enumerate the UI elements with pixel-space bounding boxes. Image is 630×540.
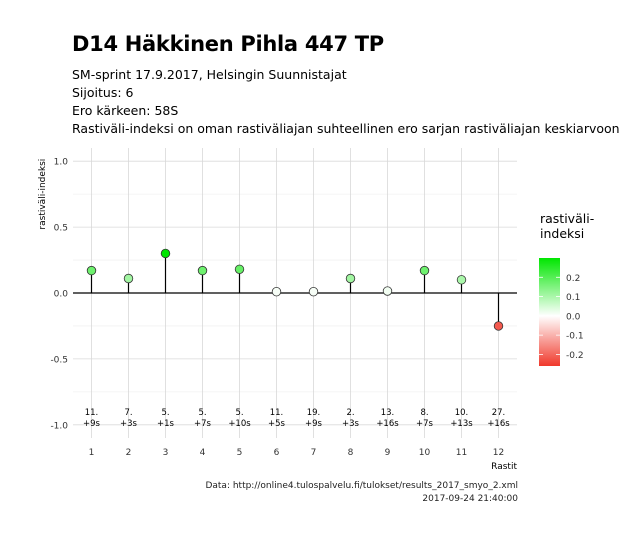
legend-title-line1: rastiväli-: [540, 211, 595, 226]
x-tick-label: 11: [456, 448, 467, 458]
data-source-caption: Data: http://online4.tulospalvelu.fi/tul…: [205, 481, 518, 491]
subtitle-line-gap: Ero kärkeen: 58S: [72, 103, 179, 118]
time-diff-label: +3s: [342, 419, 360, 429]
time-diff-label: +16s: [487, 419, 510, 429]
chart-subtitle: SM-sprint 17.9.2017, Helsingin Suunnista…: [72, 66, 620, 138]
lollipop-point: [419, 265, 430, 276]
timestamp-caption: 2017-09-24 21:40:00: [422, 494, 518, 504]
rank-label: 11.: [85, 408, 99, 418]
y-axis-title: rastiväli-indeksi: [38, 159, 48, 230]
x-tick-label: 7: [311, 448, 317, 458]
time-diff-label: +1s: [157, 419, 175, 429]
lollipop-point: [308, 286, 319, 297]
x-tick-label: 8: [348, 448, 354, 458]
time-diff-label: +16s: [376, 419, 399, 429]
lollipop-point: [86, 265, 97, 276]
legend-tick-label: 0.2: [566, 274, 580, 284]
x-tick-label: 9: [385, 448, 391, 458]
time-diff-label: +7s: [194, 419, 212, 429]
lollipop-point: [197, 265, 208, 276]
time-diff-label: +13s: [450, 419, 473, 429]
rank-label: 19.: [307, 408, 321, 418]
y-tick-label: -1.0: [50, 421, 68, 431]
time-diff-label: +7s: [416, 419, 434, 429]
y-tick-label: 1.0: [54, 158, 69, 168]
color-legend: 0.2 0.1 0.0 -0.1 -0.2: [539, 258, 584, 366]
time-diff-label: +3s: [120, 419, 138, 429]
rank-label: 5.: [198, 408, 206, 418]
lollipop-point: [234, 264, 245, 274]
legend-title: rastiväli- indeksi: [540, 211, 594, 241]
x-tick-label: 4: [200, 448, 206, 458]
x-tick-label: 2: [126, 448, 132, 458]
subtitle-line-rank: Sijoitus: 6: [72, 85, 134, 100]
x-axis-title: Rastit: [491, 462, 517, 472]
rank-label: 11.: [270, 408, 284, 418]
y-tick-label: -0.5: [50, 355, 68, 365]
rank-label: 27.: [492, 408, 506, 418]
x-tick-label: 5: [237, 448, 243, 458]
subtitle-line-description: Rastiväli-indeksi on oman rastiväliajan …: [72, 121, 620, 136]
legend-tick-label: -0.1: [566, 332, 584, 342]
legend-title-line2: indeksi: [540, 226, 585, 241]
x-tick-label: 10: [419, 448, 431, 458]
time-diff-label: +9s: [305, 419, 323, 429]
point-labels: 11.+9s7.+3s5.+1s5.+7s5.+10s11.+5s19.+9s2…: [83, 408, 510, 429]
x-tick-label: 12: [493, 448, 504, 458]
rank-label: 10.: [455, 408, 469, 418]
lollipop-marks: [86, 248, 504, 331]
lollipop-point: [382, 286, 393, 296]
legend-colorbar: [539, 258, 560, 366]
rank-label: 5.: [161, 408, 169, 418]
rank-label: 5.: [235, 408, 243, 418]
legend-tick-label: 0.0: [566, 312, 581, 322]
rank-label: 2.: [346, 408, 354, 418]
lollipop-point: [123, 273, 134, 284]
time-diff-label: +9s: [83, 419, 101, 429]
legend-tick-label: 0.1: [566, 293, 580, 303]
lollipop-point: [271, 286, 282, 297]
rank-label: 8.: [420, 408, 428, 418]
x-tick-label: 6: [274, 448, 280, 458]
legend-tick-label: -0.2: [566, 351, 584, 361]
time-diff-label: +10s: [228, 419, 251, 429]
rank-label: 13.: [381, 408, 395, 418]
lollipop-point: [456, 275, 467, 285]
axes: -1.0-0.50.00.51.01 2 3 4 5 6 7 8 9 10 11 12rastiväl…: [38, 158, 517, 472]
rank-label: 7.: [124, 408, 132, 418]
y-tick-label: 0.5: [54, 224, 68, 234]
subtitle-line-event: SM-sprint 17.9.2017, Helsingin Suunnista…: [72, 67, 347, 82]
time-diff-label: +5s: [268, 419, 286, 429]
lollipop-point: [160, 248, 171, 259]
lollipop-point: [345, 273, 356, 284]
x-tick-label: 3: [163, 448, 169, 458]
lollipop-point: [493, 321, 504, 331]
y-tick-label: 0.0: [54, 290, 69, 300]
x-tick-label: 1: [89, 448, 95, 458]
chart-title: D14 Häkkinen Pihla 447 TP: [72, 32, 384, 56]
